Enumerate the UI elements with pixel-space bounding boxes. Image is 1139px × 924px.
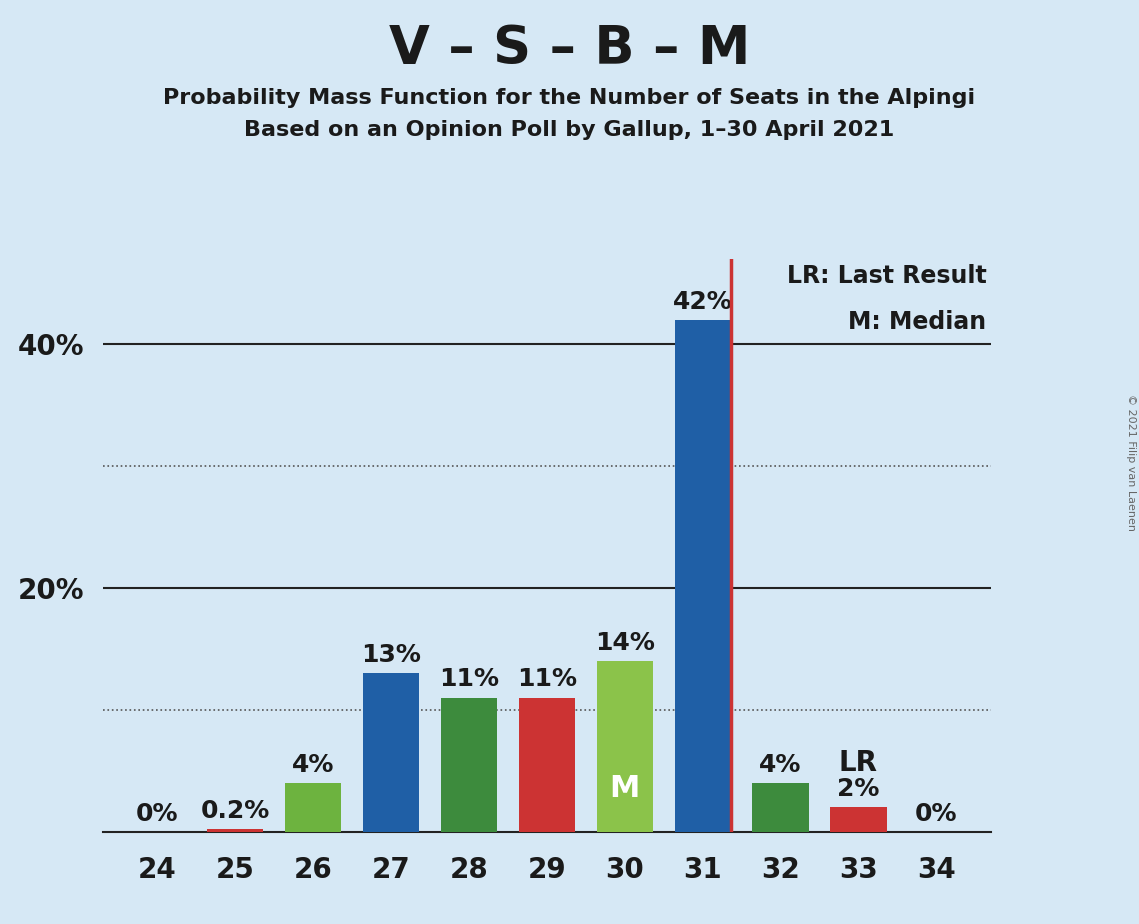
Bar (207, 829, 263, 832)
Bar (285, 783, 341, 832)
Text: Probability Mass Function for the Number of Seats in the Alpingi: Probability Mass Function for the Number… (163, 88, 976, 108)
Text: 0.2%: 0.2% (200, 799, 270, 823)
Text: 0%: 0% (136, 801, 179, 825)
Bar (363, 674, 419, 832)
Bar (518, 698, 575, 832)
Text: M: M (609, 774, 640, 804)
Text: V – S – B – M: V – S – B – M (388, 23, 751, 75)
Bar (753, 783, 809, 832)
Text: 4%: 4% (292, 753, 334, 777)
Text: © 2021 Filip van Laenen: © 2021 Filip van Laenen (1126, 394, 1136, 530)
Bar (597, 661, 653, 832)
Text: 14%: 14% (595, 631, 655, 655)
Text: 11%: 11% (517, 667, 576, 691)
Text: 42%: 42% (673, 289, 732, 313)
Text: 0%: 0% (915, 801, 958, 825)
Text: 4%: 4% (760, 753, 802, 777)
Bar (441, 698, 497, 832)
Text: 2%: 2% (837, 777, 879, 801)
Text: LR: Last Result: LR: Last Result (787, 264, 986, 288)
Text: 13%: 13% (361, 643, 420, 667)
Bar (674, 320, 730, 832)
Text: 11%: 11% (439, 667, 499, 691)
Text: LR: LR (839, 748, 878, 777)
Bar (830, 808, 886, 832)
Text: M: Median: M: Median (849, 310, 986, 334)
Text: Based on an Opinion Poll by Gallup, 1–30 April 2021: Based on an Opinion Poll by Gallup, 1–30… (245, 120, 894, 140)
